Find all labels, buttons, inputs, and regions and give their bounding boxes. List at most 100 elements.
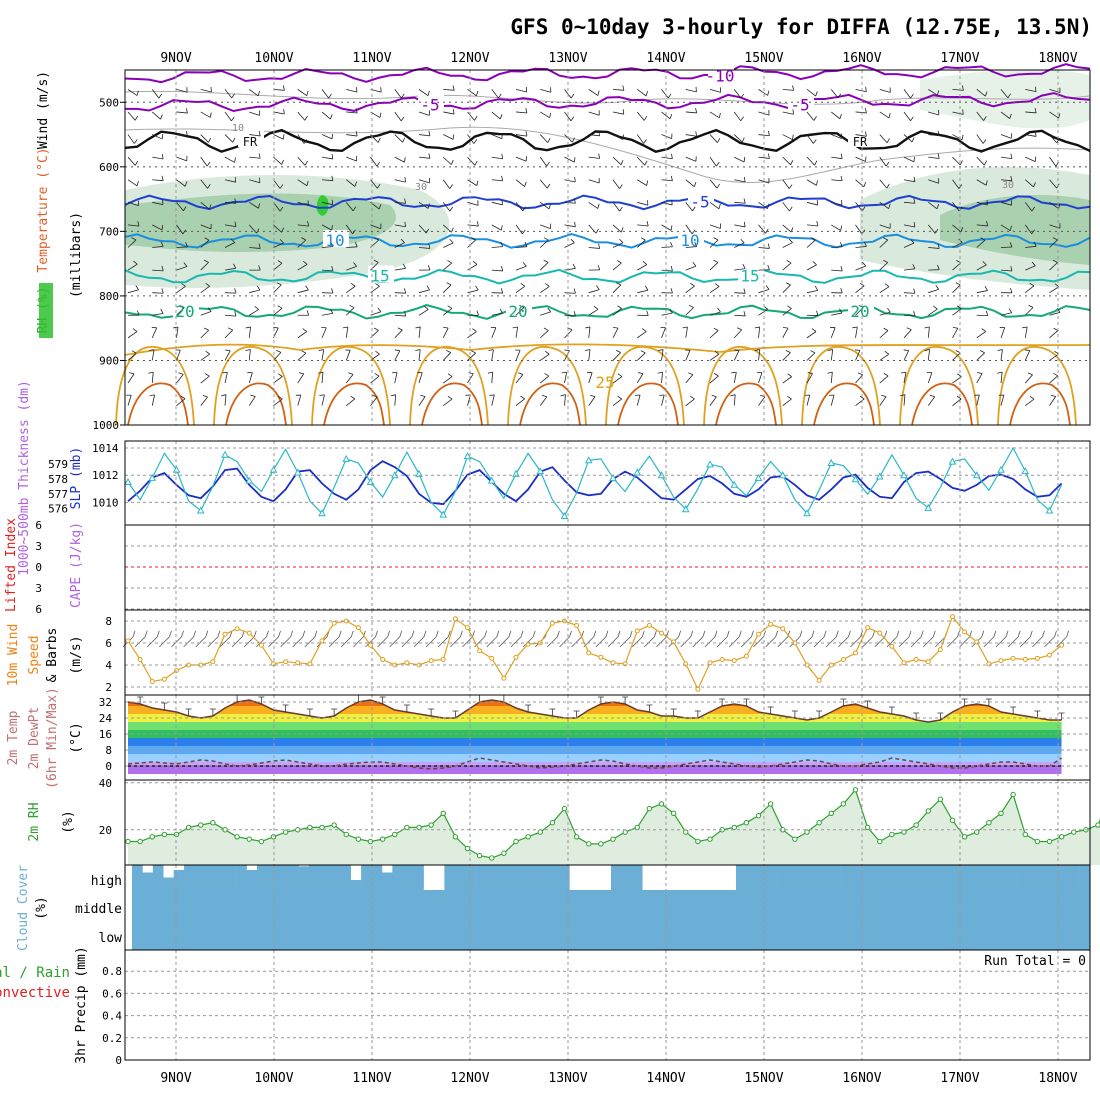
wind-barb-flag — [1035, 86, 1037, 92]
temperature-contour-30 — [911, 382, 973, 426]
wind-barb-flag — [717, 138, 721, 143]
slp-point — [293, 468, 302, 476]
wind-barb-flag — [476, 221, 479, 227]
wind-barb — [394, 314, 406, 317]
wind-barb — [831, 224, 841, 231]
wind-barb-flag — [234, 311, 237, 317]
wind-barb — [515, 179, 525, 187]
wind-barb — [491, 269, 503, 272]
wind-barb-flag — [692, 262, 697, 267]
wind-barb-flag — [884, 350, 889, 355]
wind-barb — [443, 242, 454, 248]
wind-barb — [515, 350, 521, 361]
temperature-maxmin-marker — [379, 696, 386, 704]
date-label-bottom: 9NOV — [160, 1071, 191, 1086]
cloud-cover-high-bar — [1037, 865, 1049, 890]
wind-barb-flag — [984, 286, 988, 291]
wind-barb — [442, 262, 452, 271]
wind-barb — [782, 284, 791, 293]
wind-barb-flag — [545, 283, 550, 287]
wind-barb — [976, 331, 986, 339]
wind-barb — [1049, 375, 1059, 384]
cloud-cover-high-bar — [902, 865, 914, 890]
contour-label: -10 — [706, 66, 735, 85]
wind-barb-flag — [982, 139, 987, 144]
wind-barb — [831, 201, 843, 206]
wind-barb-flag — [443, 326, 449, 329]
wind-barb — [806, 352, 816, 361]
temperature-maxmin-marker — [961, 698, 968, 706]
wind-barb — [321, 89, 329, 99]
wind-barb-flag — [185, 108, 188, 114]
wind-barb-flag — [354, 181, 357, 187]
wind-barb-flag — [815, 91, 818, 97]
temperature-maxmin-marker — [840, 698, 847, 706]
wind-barb — [345, 202, 354, 212]
surface-wind-barb — [777, 636, 789, 648]
wind-speed-point — [149, 679, 155, 684]
rh-point — [561, 805, 568, 812]
rh-point — [610, 836, 616, 842]
wind-barb-flag — [161, 154, 164, 160]
temperature-contour-25 — [213, 345, 293, 426]
wind-barb — [1000, 269, 1012, 272]
wind-barb-flag — [792, 85, 795, 91]
wind-barb-flag — [1056, 138, 1060, 144]
wind-barb-flag — [786, 260, 792, 264]
wind-barb-flag — [570, 238, 575, 244]
wind-barb-flag — [730, 394, 736, 397]
wind-barb — [345, 374, 354, 384]
wind-barb — [855, 326, 858, 338]
wind-barb-flag — [281, 159, 284, 165]
wind-speed-point — [501, 675, 507, 681]
wind-barb — [879, 179, 888, 189]
wind-barb-flag — [789, 206, 793, 212]
wind-speed-point — [950, 614, 955, 620]
cloud-cover-high-bar — [860, 865, 872, 890]
surface-wind-barb-flag — [787, 630, 791, 638]
wind-barb-flag — [374, 373, 380, 377]
wind-barb — [855, 307, 864, 316]
wind-speed-tick: 4 — [105, 659, 112, 672]
rh-point — [670, 810, 677, 816]
wind-barb — [200, 111, 211, 118]
wind-barb — [491, 179, 503, 182]
wind-barb — [224, 224, 236, 228]
cloud-cover-high-bar — [912, 865, 924, 890]
wind-barb-flag — [743, 156, 746, 163]
surface-wind-barb-flag — [556, 630, 560, 638]
wind-barb-flag — [1029, 395, 1035, 400]
wind-barb — [952, 224, 962, 233]
wind-barb — [248, 372, 253, 384]
cloud-cover-high-bar — [933, 865, 945, 890]
surface-wind-barb — [947, 636, 958, 648]
wind-barb-flag — [277, 305, 283, 309]
wind-barb — [515, 326, 519, 338]
surface-wind-barb — [183, 636, 194, 648]
wind-barb-flag — [807, 372, 813, 374]
wind-barb-flag — [597, 265, 601, 271]
wind-barb — [588, 308, 599, 316]
wind-barb — [127, 89, 138, 96]
wind-barb-flag — [279, 184, 284, 189]
wind-barb-flag — [560, 394, 566, 397]
surface-wind-barb-flag — [375, 630, 378, 638]
cloud-cover-high-bar — [1048, 865, 1060, 890]
wind-barb — [297, 156, 306, 166]
wind-barb-flag — [204, 327, 209, 331]
surface-wind-barb — [1007, 636, 1019, 648]
wind-barb-flag — [695, 131, 698, 137]
cross-section-pressure-tick: 800 — [99, 290, 119, 303]
wind-barb-flag — [278, 373, 283, 377]
wind-barb — [176, 156, 187, 162]
surface-wind-barb-flag — [653, 630, 657, 638]
wind-barb-flag — [782, 326, 789, 329]
wind-barb-flag — [839, 113, 842, 119]
wind-barb — [564, 156, 575, 163]
wind-barb — [976, 352, 985, 361]
wind-barb — [636, 352, 646, 361]
wind-barb — [394, 89, 402, 99]
wind-barb-flag — [349, 304, 355, 308]
wind-barb — [903, 268, 915, 271]
thickness-tick: 579 — [48, 458, 68, 471]
